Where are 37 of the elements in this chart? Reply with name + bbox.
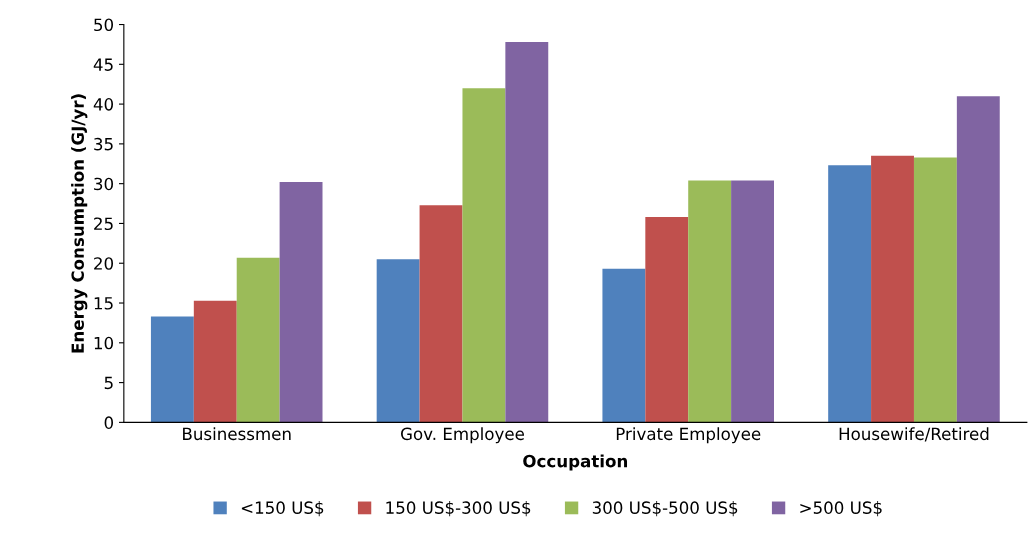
x-tick-label: Gov. Employee [400, 427, 524, 444]
bar [956, 96, 1000, 423]
bar [828, 165, 872, 423]
bar [688, 180, 732, 423]
y-tick-label: 15 [94, 297, 113, 310]
bar [462, 88, 506, 423]
y-axis-title: Energy Consumption (GJ/yr) [71, 94, 88, 353]
y-tick-label: 20 [94, 257, 114, 270]
y-tick-label: 10 [94, 336, 114, 350]
y-tick-label: 0 [104, 416, 114, 429]
y-tick-label: 45 [93, 58, 113, 71]
legend-label: >500 US$ [800, 501, 882, 517]
x-tick-label: Private Employee [616, 427, 761, 444]
y-tick-label: 40 [93, 98, 114, 111]
x-axis-title: Occupation [523, 454, 628, 471]
bar [150, 316, 194, 423]
y-tick-label: 5 [104, 376, 113, 390]
legend-label: 300 US$-500 US$ [592, 501, 738, 517]
bar [376, 259, 420, 423]
bar [505, 42, 549, 423]
bar [731, 180, 774, 423]
y-tick-label: 30 [94, 177, 114, 191]
legend-label: 150 US$-300 US$ [386, 501, 531, 517]
x-tick-label: Housewife/Retired [839, 427, 989, 442]
bar [193, 300, 237, 423]
bar [236, 257, 280, 423]
bar [279, 182, 323, 423]
y-tick-label: 35 [94, 137, 113, 151]
y-tick-label: 25 [94, 217, 113, 231]
legend-label: <150 US$ [241, 501, 324, 517]
x-tick-label: Businessmen [183, 427, 291, 441]
bar [419, 205, 463, 423]
bar [913, 157, 957, 423]
bar [871, 155, 914, 423]
y-tick-label: 50 [94, 18, 114, 32]
bar [602, 268, 646, 423]
bar [645, 217, 689, 423]
